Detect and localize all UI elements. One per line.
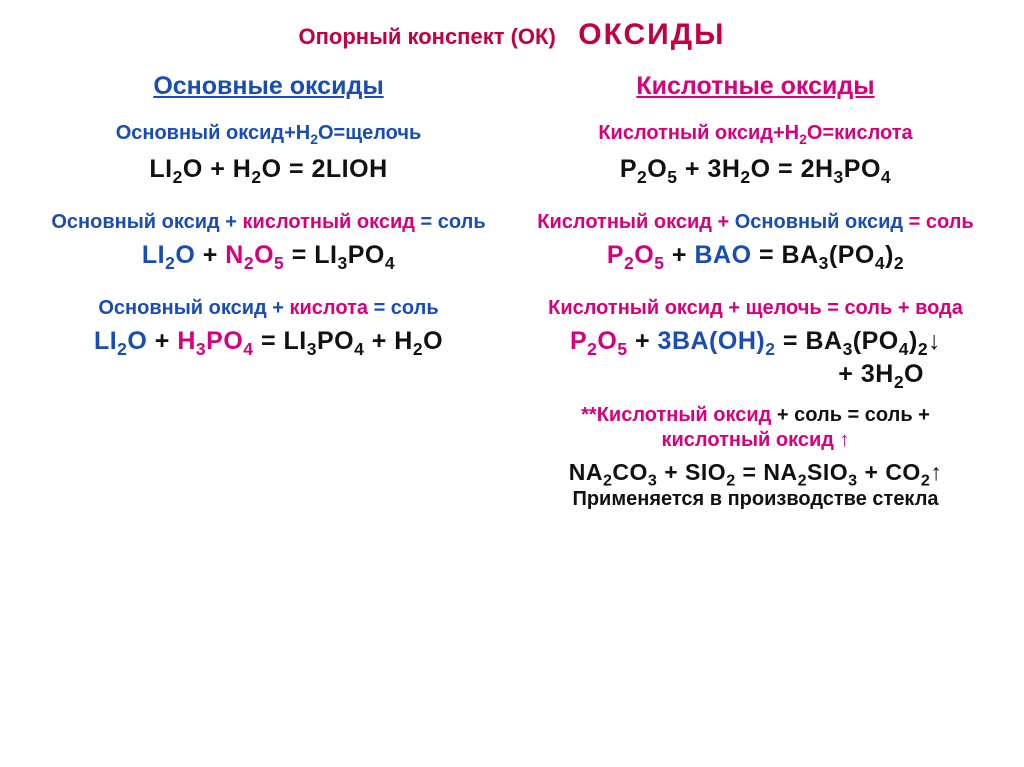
left-rule-2: Основный оксид + кислотный оксид = соль — [40, 210, 497, 235]
right-eq-2: P2O5 + BAO = BA3(PO4)2 — [527, 241, 984, 274]
right-rule-1: Кислотный оксид+Н2О=кислота — [527, 121, 984, 149]
left-heading: Основные оксиды — [40, 72, 497, 101]
right-rule-3: Кислотный оксид + щелочь = соль + вода — [527, 296, 984, 321]
right-eq-3: P2O5 + 3BA(OH)2 = BA3(PO4)2↓ — [527, 327, 984, 360]
right-rule-4: **Кислотный оксид + соль = соль + кислот… — [527, 403, 984, 453]
right-rule-2: Кислотный оксид + Основный оксид = соль — [527, 210, 984, 235]
right-heading: Кислотные оксиды — [527, 72, 984, 101]
left-eq-3: LI2O + H3PO4 = LI3PO4 + H2O — [40, 327, 497, 360]
right-eq-4: NA2CO3 + SIO2 = NA2SIO3 + CO2↑ — [527, 459, 984, 491]
right-note: Применяется в производстве стекла — [527, 488, 984, 511]
left-eq-2: LI2O + N2O5 = LI3PO4 — [40, 241, 497, 274]
left-rule-1: Основный оксид+Н2О=щелочь — [40, 121, 497, 149]
main-title: ОКСИДЫ — [578, 18, 725, 52]
columns: Основные оксиды Основный оксид+Н2О=щелоч… — [40, 72, 984, 511]
right-eq-1: P2O5 + 3H2O = 2H3PO4 — [527, 155, 984, 188]
right-eq-3b: + 3H2O — [527, 360, 984, 393]
right-column: Кислотные оксиды Кислотный оксид+Н2О=кис… — [527, 72, 984, 511]
left-column: Основные оксиды Основный оксид+Н2О=щелоч… — [40, 72, 497, 511]
left-rule-3: Основный оксид + кислота = соль — [40, 296, 497, 321]
left-eq-1: LI2O + H2O = 2LIOH — [40, 155, 497, 188]
pre-title: Опорный конспект (ОК) — [299, 24, 556, 50]
